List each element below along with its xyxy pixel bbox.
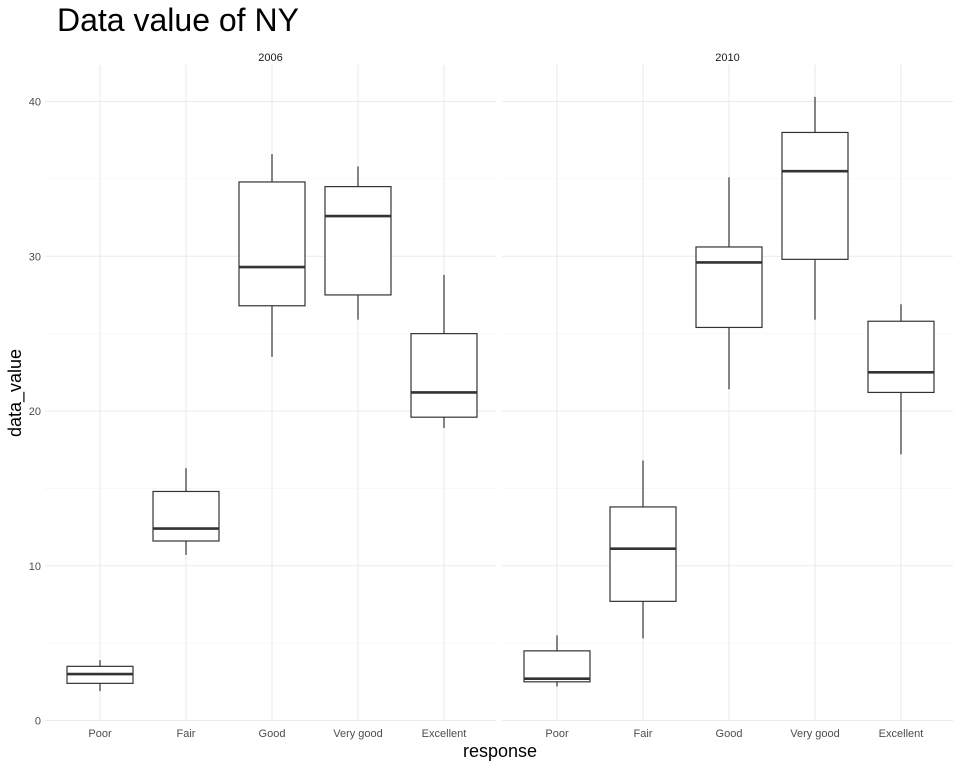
x-tick-label: Fair xyxy=(177,728,196,740)
y-tick-label: 30 xyxy=(29,251,41,263)
marks-layer xyxy=(66,96,935,692)
chart-title: Data value of NY xyxy=(57,2,299,38)
x-axis-title: response xyxy=(463,741,537,761)
y-tick-label: 10 xyxy=(29,561,41,573)
x-tick-label: Excellent xyxy=(879,728,924,740)
y-axis-title: data_value xyxy=(5,349,26,437)
boxplot-2006-fair xyxy=(152,468,220,555)
box-iqr xyxy=(523,650,591,683)
boxplot-2010-very-good xyxy=(781,96,849,320)
labels-layer: 0 10 20 30 40 2006 Poor Fair Good Very good Excell… xyxy=(29,52,924,740)
box-iqr xyxy=(410,333,478,418)
box-iqr xyxy=(324,186,392,296)
boxplot-2010-excellent xyxy=(867,304,935,455)
y-tick-label: 0 xyxy=(35,716,41,728)
y-tick-label: 40 xyxy=(29,97,41,109)
boxplot-2010-poor xyxy=(523,635,591,687)
boxplot-2006-excellent xyxy=(410,274,478,429)
boxplot-2010-fair xyxy=(609,460,677,639)
x-tick-label: Very good xyxy=(790,728,840,740)
box-iqr xyxy=(695,246,763,329)
x-tick-label: Poor xyxy=(545,728,569,740)
box-iqr xyxy=(781,131,849,260)
box-iqr xyxy=(609,506,677,602)
x-tick-label: Very good xyxy=(333,728,383,740)
boxplot-2006-very-good xyxy=(324,166,392,320)
x-tick-label: Poor xyxy=(88,728,112,740)
x-tick-label: Excellent xyxy=(422,728,467,740)
x-tick-label: Fair xyxy=(634,728,653,740)
box-iqr xyxy=(867,320,935,394)
panel-label: 2010 xyxy=(715,52,739,64)
box-iqr xyxy=(152,490,220,542)
box-iqr xyxy=(238,181,306,307)
x-tick-label: Good xyxy=(716,728,743,740)
x-tick-label: Good xyxy=(259,728,286,740)
boxplot-2006-poor xyxy=(66,660,134,692)
boxplot-2006-good xyxy=(238,154,306,357)
panel-label: 2006 xyxy=(258,52,282,64)
boxplot-2010-good xyxy=(695,177,763,390)
y-tick-label: 20 xyxy=(29,406,41,418)
